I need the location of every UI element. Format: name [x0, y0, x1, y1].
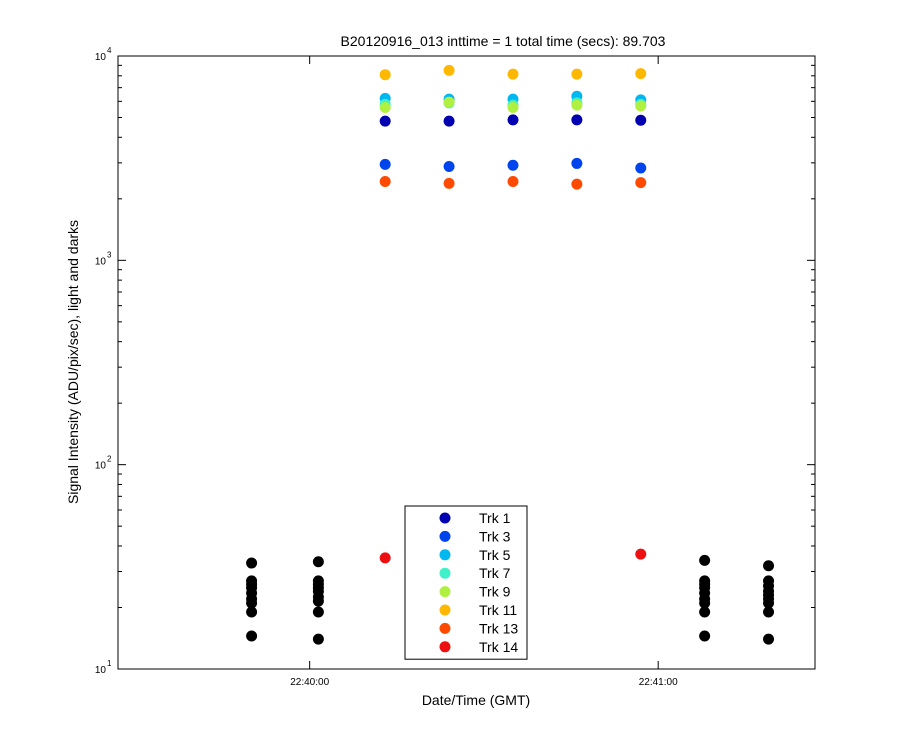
- dark-point: [699, 597, 711, 609]
- point-trk-1: [379, 115, 391, 127]
- point-trk-9: [507, 101, 519, 113]
- point-trk-11: [571, 68, 583, 80]
- legend: Trk 1 Trk 3 Trk 5 Trk 7 Trk 9 Trk 11 Trk 13 Trk…: [404, 505, 528, 660]
- point-trk-9: [379, 101, 391, 113]
- dark-point: [312, 556, 324, 568]
- point-trk-13: [571, 178, 583, 190]
- point-trk-14: [379, 552, 391, 564]
- legend-marker-trk-13: [439, 622, 451, 634]
- point-trk-1: [635, 114, 647, 126]
- legend-marker-trk-1: [439, 512, 451, 524]
- y-tick-exponent: 1: [107, 659, 112, 668]
- legend-box: [404, 505, 528, 660]
- legend-marker-trk-7: [439, 567, 451, 579]
- point-trk-3: [635, 162, 647, 174]
- y-tick-exponent: 3: [107, 250, 112, 259]
- dark-point: [699, 606, 711, 618]
- legend-label-trk-7: Trk 7: [479, 565, 511, 581]
- point-trk-1: [443, 115, 455, 127]
- point-trk-9: [571, 99, 583, 111]
- y-tick-exponent: 2: [107, 455, 112, 464]
- point-trk-9: [443, 96, 455, 108]
- point-trk-11: [507, 68, 519, 80]
- legend-label-trk-13: Trk 13: [479, 620, 518, 636]
- point-trk-13: [379, 176, 391, 188]
- legend-marker-trk-14: [439, 641, 451, 653]
- x-tick-label: 22:40:00: [290, 677, 329, 688]
- legend-label-trk-9: Trk 9: [479, 584, 511, 600]
- point-trk-9: [635, 100, 647, 112]
- y-tick-label: 10: [95, 52, 107, 63]
- legend-label-trk-14: Trk 14: [479, 639, 518, 655]
- dark-point: [763, 606, 775, 618]
- point-trk-3: [379, 158, 391, 170]
- dark-point: [246, 606, 258, 618]
- point-trk-3: [571, 157, 583, 169]
- y-tick-label: 10: [95, 256, 107, 267]
- legend-marker-trk-3: [439, 530, 451, 542]
- dark-point: [763, 597, 775, 609]
- chart-title: B20120916_013 inttime = 1 total time (se…: [341, 33, 666, 49]
- point-trk-13: [635, 177, 647, 189]
- dark-point: [763, 633, 775, 645]
- point-trk-11: [379, 69, 391, 81]
- point-trk-3: [443, 160, 455, 172]
- y-axis-title: Signal Intensity (ADU/pix/sec), light an…: [65, 220, 81, 504]
- legend-marker-trk-5: [439, 549, 451, 561]
- x-tick-label: 22:41:00: [639, 677, 678, 688]
- legend-marker-trk-9: [439, 586, 451, 598]
- legend-label-trk-11: Trk 11: [479, 602, 517, 618]
- point-trk-3: [507, 159, 519, 171]
- x-axis-title: Date/Time (GMT): [422, 692, 530, 708]
- dark-point: [763, 560, 775, 572]
- point-trk-1: [507, 114, 519, 126]
- y-tick-exponent: 4: [107, 46, 112, 55]
- legend-label-trk-5: Trk 5: [479, 547, 511, 563]
- legend-marker-trk-11: [439, 604, 451, 616]
- point-trk-1: [571, 114, 583, 126]
- dark-point: [246, 557, 258, 569]
- dark-point: [312, 595, 324, 607]
- point-trk-11: [443, 64, 455, 76]
- dark-point: [699, 554, 711, 566]
- legend-label-trk-3: Trk 3: [479, 528, 511, 544]
- legend-label-trk-1: Trk 1: [479, 510, 511, 526]
- y-tick-label: 10: [95, 665, 107, 676]
- point-trk-14: [635, 548, 647, 560]
- dark-point: [699, 630, 711, 642]
- dark-point: [312, 633, 324, 645]
- point-trk-11: [635, 68, 647, 80]
- dark-point: [312, 606, 324, 618]
- dark-point: [246, 597, 258, 609]
- point-trk-13: [507, 176, 519, 188]
- point-trk-13: [443, 177, 455, 189]
- y-tick-label: 10: [95, 461, 107, 472]
- dark-point: [246, 630, 258, 642]
